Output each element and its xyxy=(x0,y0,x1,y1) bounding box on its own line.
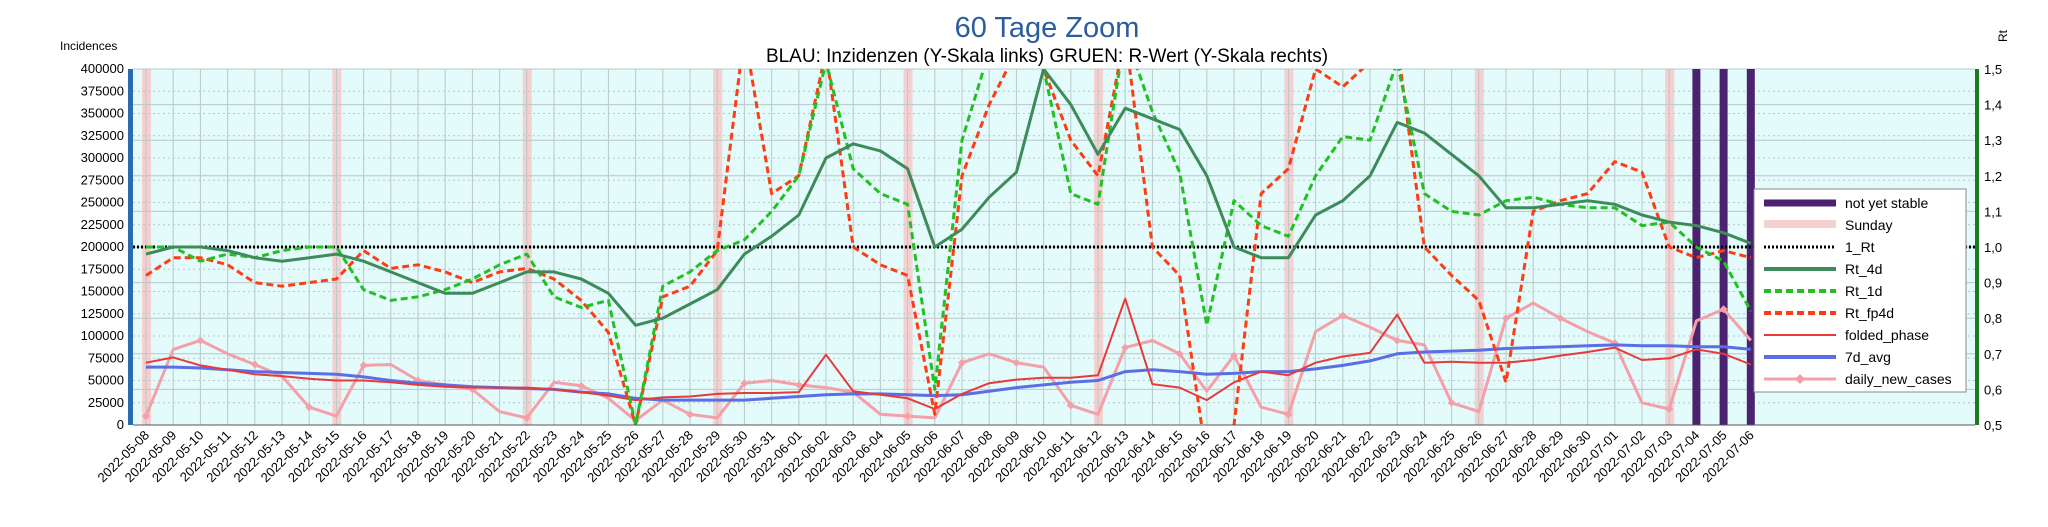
y-tick-label-left: 250000 xyxy=(81,195,124,210)
y-tick-label-left: 25000 xyxy=(88,395,124,410)
chart-subtitle: BLAU: Inzidenzen (Y-Skala links) GRUEN: … xyxy=(766,46,1328,67)
legend-marker-daily-new-cases xyxy=(1795,374,1805,384)
y-tick-label-left: 375000 xyxy=(81,83,124,98)
daily-new-cases-marker xyxy=(1447,398,1456,407)
daily-new-cases-marker xyxy=(903,412,912,421)
daily-new-cases-marker xyxy=(1066,401,1075,410)
daily-new-cases-marker xyxy=(1012,358,1021,367)
daily-new-cases-marker xyxy=(1230,351,1238,360)
daily-new-cases-marker xyxy=(1556,314,1565,323)
y-tick-label-right: 0,8 xyxy=(1984,311,2002,326)
y-tick-label-right: 0,5 xyxy=(1984,418,2002,433)
y-tick-label-left: 0 xyxy=(117,417,124,432)
legend-label-rt-1d: Rt_1d xyxy=(1845,283,1882,299)
y-tick-label-right: 1,1 xyxy=(1984,204,2002,219)
legend-label-rt-fp4d: Rt_fp4d xyxy=(1845,305,1894,321)
y-tick-label-left: 75000 xyxy=(88,350,124,365)
legend-swatch-sunday xyxy=(1764,220,1836,228)
y-tick-label-right: 1,4 xyxy=(1984,98,2002,113)
y-tick-label-left: 175000 xyxy=(81,261,124,276)
y-tick-label-right: 0,6 xyxy=(1984,382,2002,397)
y-tick-label-left: 50000 xyxy=(88,373,124,388)
daily-new-cases-marker xyxy=(1121,343,1130,352)
legend-label-sunday: Sunday xyxy=(1845,217,1892,233)
series-line-rt-fp4d xyxy=(145,69,1752,425)
legend-label-folded-phase: folded_phase xyxy=(1845,327,1929,343)
legend-label-not-yet-stable: not yet stable xyxy=(1845,195,1928,211)
y-tick-label-right: 0,9 xyxy=(1984,276,2002,291)
series-line-rt-1d xyxy=(146,69,1753,425)
daily-new-cases-marker xyxy=(196,336,205,345)
daily-new-cases-marker xyxy=(1665,404,1674,413)
daily-new-cases-marker xyxy=(1719,305,1728,314)
daily-new-cases-marker xyxy=(958,358,966,367)
y-tick-label-left: 150000 xyxy=(81,284,124,299)
y-axis-label-left: Incidences xyxy=(60,39,117,53)
legend-label-one-rt: 1_Rt xyxy=(1845,239,1875,255)
daily-new-cases-marker xyxy=(1175,349,1184,358)
y-tick-label-right: 1,3 xyxy=(1984,133,2002,148)
right-axis-bar xyxy=(1975,69,1979,425)
series-line-folded-phase xyxy=(145,297,1752,410)
daily-new-cases-marker xyxy=(1338,311,1347,320)
series-line-7d-avg xyxy=(146,343,1751,402)
daily-new-cases-marker xyxy=(142,412,150,421)
daily-new-cases-marker xyxy=(250,360,259,369)
legend-label-rt-4d: Rt_4d xyxy=(1845,261,1882,277)
y-tick-label-left: 125000 xyxy=(81,306,124,321)
y-tick-label-left: 275000 xyxy=(81,172,124,187)
daily-new-cases-marker xyxy=(577,381,586,390)
y-axis-label-right: Rt xyxy=(1996,29,2010,42)
y-tick-label-left: 400000 xyxy=(81,61,124,76)
daily-new-cases-marker xyxy=(1284,410,1293,419)
y-tick-label-right: 0,7 xyxy=(1984,347,2002,362)
daily-new-cases-marker xyxy=(1502,314,1510,323)
y-tick-label-left: 325000 xyxy=(81,128,124,143)
daily-new-cases-marker xyxy=(794,380,803,389)
daily-new-cases-marker xyxy=(740,379,749,388)
series-line-daily-new-cases xyxy=(144,301,1752,423)
chart-title: 60 Tage Zoom xyxy=(955,12,1140,44)
daily-new-cases-marker xyxy=(686,410,694,419)
y-tick-label-right: 1,5 xyxy=(1984,62,2002,77)
y-tick-label-left: 200000 xyxy=(81,239,124,254)
y-tick-label-left: 300000 xyxy=(81,150,124,165)
y-tick-label-right: 1,2 xyxy=(1984,169,2002,184)
not-yet-stable-bar xyxy=(1719,69,1728,425)
legend-label-daily-new-cases: daily_new_cases xyxy=(1845,371,1952,387)
series-line-rt-4d xyxy=(145,69,1752,327)
legend: not yet stable Sunday 1_Rt Rt_4d Rt_1d R… xyxy=(1753,188,1967,393)
y-tick-label-left: 350000 xyxy=(81,106,124,121)
y-tick-label-left: 225000 xyxy=(81,217,124,232)
legend-label-7d-avg: 7d_avg xyxy=(1845,349,1891,365)
y-tick-label-left: 100000 xyxy=(81,328,124,343)
daily-new-cases-marker xyxy=(305,403,314,412)
left-axis-bar xyxy=(128,69,133,425)
daily-new-cases-marker xyxy=(359,361,368,370)
y-tick-label-right: 1,0 xyxy=(1984,240,2002,255)
daily-new-cases-marker xyxy=(1393,336,1402,345)
daily-new-cases-marker xyxy=(522,413,531,422)
